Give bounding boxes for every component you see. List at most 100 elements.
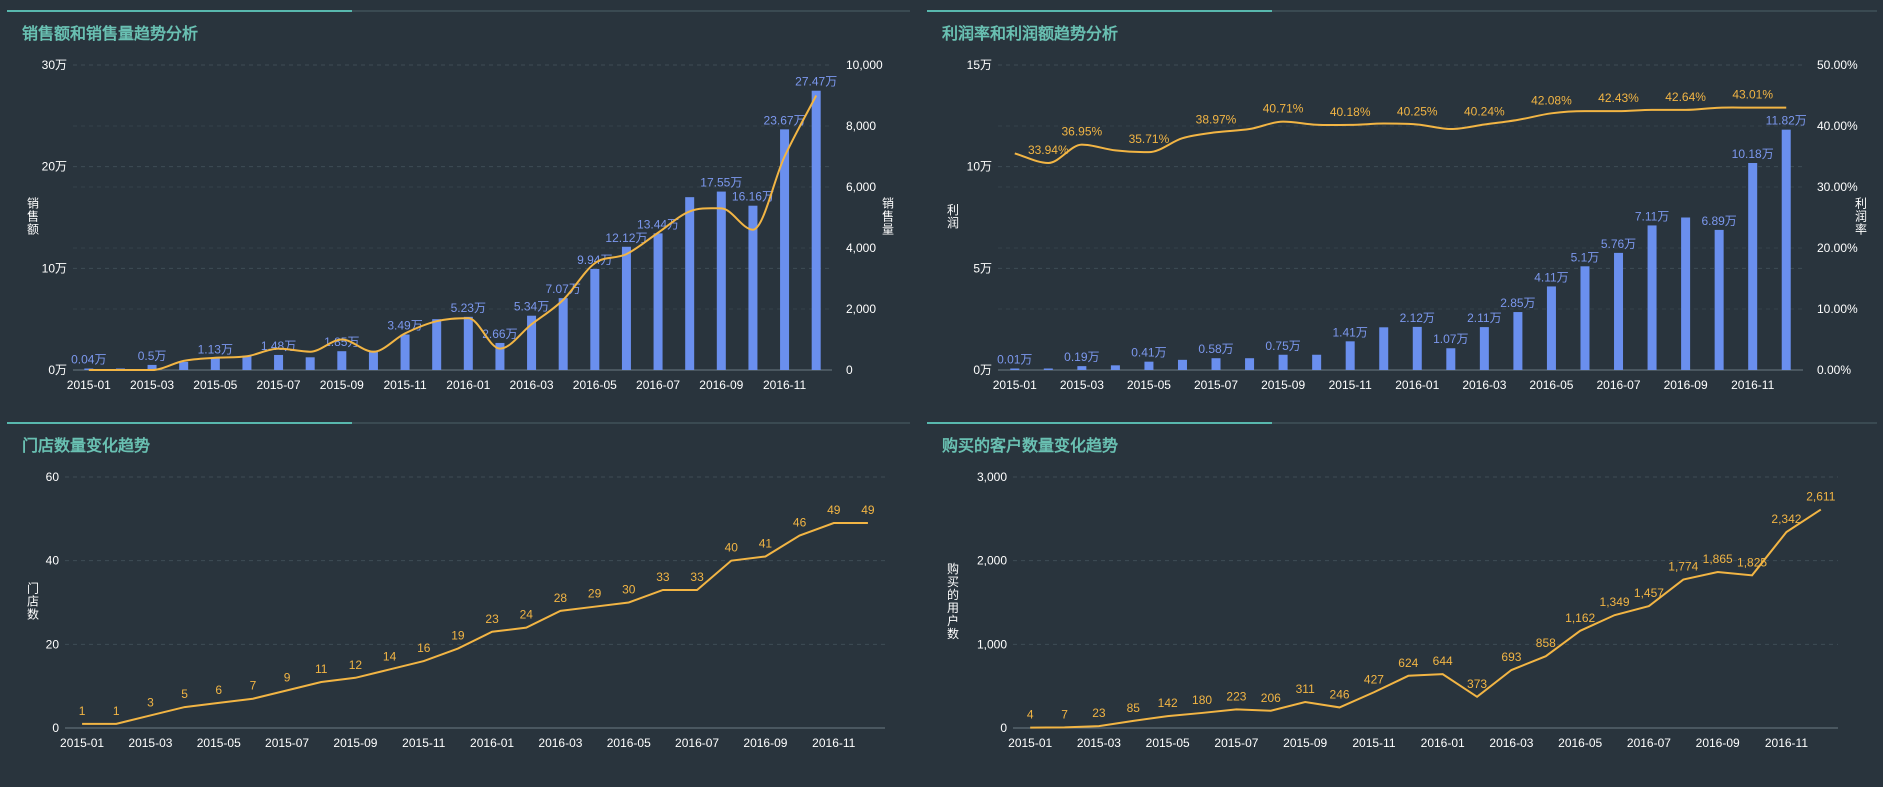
line-data-label: 42.43% — [1598, 91, 1639, 105]
bar — [463, 316, 473, 370]
x-tick-label: 2015-11 — [1352, 736, 1395, 750]
y2-tick-label: 4,000 — [846, 241, 876, 255]
y-axis-title: 门 — [27, 581, 39, 596]
y-tick-label: 1,000 — [977, 637, 1007, 651]
customers-chart: 0 1,000 2,000 3,000 2015-01 2015-03 2015-05 201… — [947, 470, 1838, 750]
line-data-label: 2,611 — [1806, 490, 1835, 504]
x-tick-label: 2016-05 — [1529, 378, 1573, 392]
line-data-label: 30 — [622, 583, 636, 597]
line-data-label: 35.71% — [1129, 132, 1170, 146]
bar — [1379, 327, 1389, 370]
profit-chart: 0万 5万 10万 15万 0.00% 10.00% 20.00% 30.00% 40.00% 5… — [947, 58, 1867, 392]
x-tick-label: 2016-09 — [1664, 378, 1708, 392]
y-tick-label: 0万 — [48, 363, 67, 377]
y2-axis-title: 利 — [1855, 197, 1867, 211]
x-tick-label: 2015-01 — [60, 736, 104, 750]
y-axis-title: 户 — [947, 613, 959, 628]
panel-border — [927, 422, 1877, 424]
bar — [400, 334, 410, 370]
bar — [811, 90, 821, 370]
x-tick-label: 2016-05 — [607, 736, 651, 750]
x-tick-label: 2016-07 — [675, 736, 719, 750]
stores-chart: 0 20 40 60 2015-01 2015-03 2015-05 2015-07 2015-… — [27, 470, 885, 750]
bar-data-label: 9.94万 — [577, 253, 612, 267]
bar-data-label: 0.5万 — [138, 349, 167, 363]
x-tick-label: 2015-05 — [1146, 736, 1190, 750]
bar — [337, 351, 347, 370]
bar — [653, 233, 663, 370]
bar-data-label: 7.07万 — [546, 282, 581, 296]
line-data-label: 1 — [113, 704, 120, 718]
bar — [1681, 217, 1691, 370]
y2-tick-label: 2,000 — [846, 302, 876, 316]
y-tick-label: 10万 — [967, 160, 992, 174]
y-axis-title: 数 — [947, 626, 959, 641]
line-data-label: 693 — [1501, 650, 1521, 664]
y-axis-title: 购 — [947, 561, 959, 576]
line-data-label: 41 — [759, 536, 773, 550]
line-data-label: 1,825 — [1737, 555, 1767, 569]
panel-border-accent — [7, 10, 352, 12]
bar-data-label: 16.16万 — [732, 190, 774, 204]
bar — [685, 197, 695, 370]
line-data-label: 43.01% — [1732, 88, 1773, 102]
bar-data-label: 1.41万 — [1333, 325, 1368, 339]
line-data-label: 644 — [1433, 654, 1453, 668]
x-tick-label: 2016-05 — [573, 378, 617, 392]
panel-border — [7, 10, 910, 12]
x-tick-label: 2016-07 — [1596, 378, 1640, 392]
x-tick-label: 2015-09 — [1283, 736, 1327, 750]
line-data-label: 23 — [485, 612, 499, 626]
y2-tick-label: 20.00% — [1817, 241, 1858, 255]
bar-data-label: 1.85万 — [324, 335, 359, 349]
bar — [716, 191, 726, 370]
bar — [1748, 163, 1758, 370]
y-axis-title: 利 — [947, 203, 959, 217]
bar — [1580, 266, 1590, 370]
bar — [621, 246, 631, 370]
bar-data-label: 17.55万 — [700, 176, 742, 190]
x-tick-label: 2016-03 — [538, 736, 582, 750]
y-tick-label: 0 — [1000, 721, 1007, 735]
bar — [1010, 368, 1020, 370]
bar-data-label: 0.58万 — [1198, 342, 1233, 356]
x-tick-label: 2015-01 — [1008, 736, 1052, 750]
line-data-label: 40 — [725, 541, 739, 555]
x-tick-label: 2015-07 — [1194, 378, 1238, 392]
y-tick-label: 2,000 — [977, 554, 1007, 568]
line-data-label: 42.08% — [1531, 93, 1572, 107]
y-axis-title: 买 — [947, 575, 959, 589]
y-tick-label: 5万 — [973, 261, 992, 275]
panel-border — [927, 10, 1877, 12]
line-data-label: 12 — [349, 658, 363, 672]
line-data-label: 223 — [1226, 689, 1246, 703]
panel-title: 门店数量变化趋势 — [22, 438, 151, 455]
line-data-label: 11 — [315, 662, 328, 676]
x-tick-label: 2015-03 — [130, 378, 174, 392]
x-tick-label: 2016-07 — [636, 378, 680, 392]
x-tick-label: 2016-03 — [1462, 378, 1506, 392]
x-tick-label: 2016-11 — [1731, 378, 1774, 392]
bar-data-label: 6.89万 — [1701, 214, 1736, 228]
bar — [179, 361, 189, 370]
line-data-label: 1 — [79, 704, 86, 718]
bar-data-label: 10.18万 — [1732, 147, 1774, 161]
bar — [558, 298, 568, 370]
x-tick-label: 2015-11 — [383, 378, 426, 392]
bar-data-label: 0.75万 — [1265, 339, 1300, 353]
x-tick-label: 2016-01 — [1395, 378, 1439, 392]
x-tick-label: 2016-03 — [510, 378, 554, 392]
x-tick-label: 2016-09 — [699, 378, 743, 392]
bar-data-label: 23.67万 — [764, 113, 806, 127]
sales-chart: 0万 10万 20万 30万 0 2,000 4,000 6,000 8,000 10,000 20… — [27, 58, 894, 392]
bar-data-label: 11.82万 — [1766, 114, 1807, 128]
bar-data-label: 1.13万 — [198, 343, 233, 357]
line-data-label: 14 — [383, 649, 397, 663]
line-data-label: 2,342 — [1771, 512, 1801, 526]
panel-border-accent — [927, 10, 1272, 12]
line-data-label: 49 — [827, 503, 841, 517]
line-data-label: 1,457 — [1634, 586, 1664, 600]
bar — [1546, 286, 1556, 370]
bar — [1278, 354, 1288, 370]
y2-axis-title: 量 — [882, 223, 894, 237]
